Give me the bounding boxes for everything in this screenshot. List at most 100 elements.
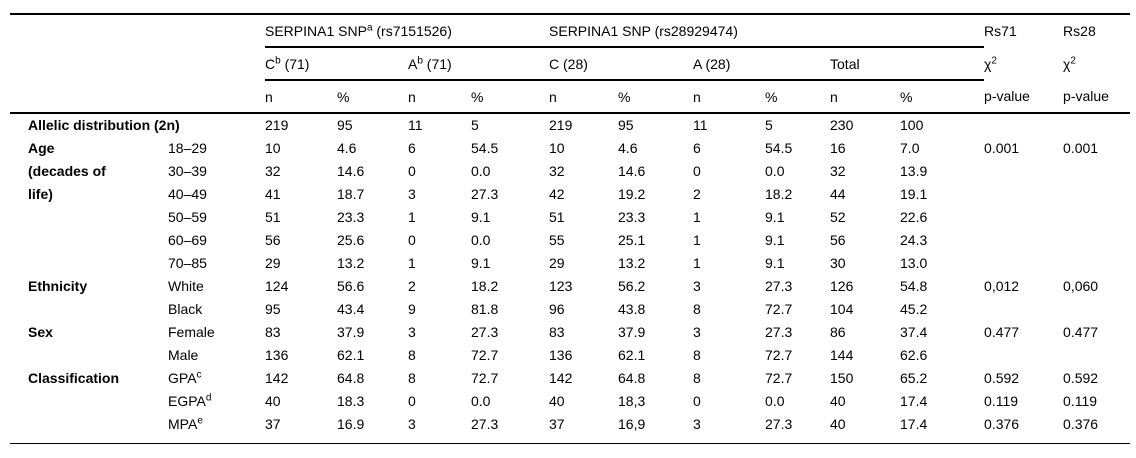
row-category [10, 251, 168, 274]
percent-header: % [618, 80, 694, 114]
allele-a71-name: A [408, 55, 418, 72]
data-cell: 5 [765, 117, 773, 133]
data-cell: 142 [549, 369, 573, 386]
percent-header: % [471, 80, 550, 114]
footnote-marker: d [205, 391, 212, 403]
bottom-spacer-cell [10, 435, 1130, 443]
data-cell: 25.1 [618, 231, 646, 248]
data-cell: 27.3 [471, 415, 499, 432]
data-cell: 23.3 [618, 208, 646, 225]
data-cell: 95 [618, 117, 634, 133]
row-category: Ethnicity [28, 277, 88, 294]
row-subcategory: MPAe [168, 414, 203, 432]
footnote-marker: c [196, 368, 202, 380]
row-subcategory: 30–39 [168, 162, 207, 179]
data-cell: 126 [830, 277, 854, 294]
percent-header: % [900, 80, 985, 114]
data-cell: 0 [693, 162, 701, 179]
data-cell: 45.2 [900, 300, 928, 317]
table-row: Classification GPAc 142 64.8 8 72.7 142 64.8 8 72… [10, 366, 1130, 389]
data-cell: 27.3 [765, 415, 793, 432]
data-cell: 16.9 [337, 415, 365, 432]
row-category: Sex [28, 323, 53, 340]
data-cell: 0.0 [471, 162, 491, 179]
data-cell: 64.8 [618, 369, 646, 386]
data-cell [984, 228, 1063, 251]
percent-header: % [337, 80, 408, 114]
row-category [10, 205, 168, 228]
table-row: 60–69 56 25.6 0 0.0 55 25.1 1 9.1 56 24.3 [10, 228, 1130, 251]
data-cell [984, 205, 1063, 228]
table-row: Ethnicity White 124 56.6 2 18.2 123 56.2 3 27.3 12… [10, 274, 1130, 297]
data-cell: 13.2 [618, 254, 646, 271]
data-cell: 0,060 [1063, 277, 1099, 294]
data-cell: 3 [408, 415, 416, 432]
serpina1-snp-table: SERPINA1 SNPa (rs7151526) SERPINA1 SNP (… [10, 13, 1131, 444]
header-allele-row: Cb (71) Ab (71) C (28) A (28) Total χ2 χ… [10, 47, 1130, 81]
data-cell: 0 [408, 392, 416, 409]
header-empty-cell [10, 47, 265, 80]
chi-symbol: χ [1063, 55, 1071, 72]
data-cell: 6 [408, 139, 416, 156]
data-cell: 0.592 [1063, 369, 1099, 386]
data-cell: 13.2 [337, 254, 365, 271]
row-subcategory: White [168, 277, 204, 294]
data-cell: 0.376 [984, 415, 1020, 432]
data-cell: 2 [693, 185, 701, 202]
data-cell [984, 297, 1063, 320]
data-cell: 8 [693, 369, 701, 386]
data-cell: 150 [830, 369, 854, 386]
data-cell: 0.0 [471, 231, 491, 248]
data-cell: 10 [265, 139, 281, 156]
data-cell: 16,9 [618, 415, 646, 432]
snp1-group-header: SERPINA1 SNPa (rs7151526) [265, 14, 550, 48]
data-cell: 9.1 [765, 231, 785, 248]
data-cell: 27.3 [471, 323, 499, 340]
data-cell: 9 [408, 300, 416, 317]
total-column-header: Total [830, 47, 985, 81]
data-cell [1063, 228, 1130, 251]
data-cell: 65.2 [900, 369, 928, 386]
row-category: (decades of [28, 162, 106, 179]
row-category [10, 228, 168, 251]
allele-c28-header: C (28) [549, 47, 694, 81]
chi-exponent: 2 [991, 54, 997, 66]
data-cell: 96 [549, 300, 565, 317]
n-header: n [693, 80, 766, 114]
chi-symbol: χ [984, 55, 992, 72]
data-cell: 8 [408, 369, 416, 386]
table-row: (decades of 30–39 32 14.6 0 0.0 32 14.6 0 0.0 32 13… [10, 159, 1130, 182]
data-cell: 62.1 [618, 346, 646, 363]
data-cell: 55 [549, 231, 565, 248]
data-cell: 17.4 [900, 392, 928, 409]
footnote-b-marker: b [417, 54, 423, 66]
row-subcategory: EGPAd [168, 391, 212, 409]
data-cell: 29 [265, 254, 281, 271]
data-cell: 0,012 [984, 277, 1020, 294]
data-cell: 1 [408, 254, 416, 271]
data-cell: 54.5 [765, 139, 793, 156]
data-cell: 10 [549, 139, 565, 156]
data-cell: 43.4 [337, 300, 365, 317]
data-cell: 3 [693, 415, 701, 432]
data-cell: 19.2 [618, 185, 646, 202]
data-cell: 230 [830, 117, 854, 133]
data-cell: 8 [408, 346, 416, 363]
data-cell: 3 [408, 185, 416, 202]
data-cell: 0.001 [1063, 139, 1099, 156]
data-cell [984, 343, 1063, 366]
data-cell: 23.3 [337, 208, 365, 225]
data-cell: 0.001 [984, 139, 1020, 156]
row-subcategory: 70–85 [168, 254, 207, 271]
table-row: Allelic distribution (2n) 219 95 11 5 219 95 11… [10, 113, 1130, 136]
data-cell: 24.3 [900, 231, 928, 248]
data-cell: 64.8 [337, 369, 365, 386]
data-cell: 44 [830, 185, 846, 202]
data-cell: 3 [408, 323, 416, 340]
data-cell: 40 [549, 392, 565, 409]
data-cell: 11 [408, 117, 423, 133]
data-cell [1063, 113, 1130, 136]
table-row: 50–59 51 23.3 1 9.1 51 23.3 1 9.1 52 22.6 [10, 205, 1130, 228]
data-cell: 18.2 [765, 185, 793, 202]
